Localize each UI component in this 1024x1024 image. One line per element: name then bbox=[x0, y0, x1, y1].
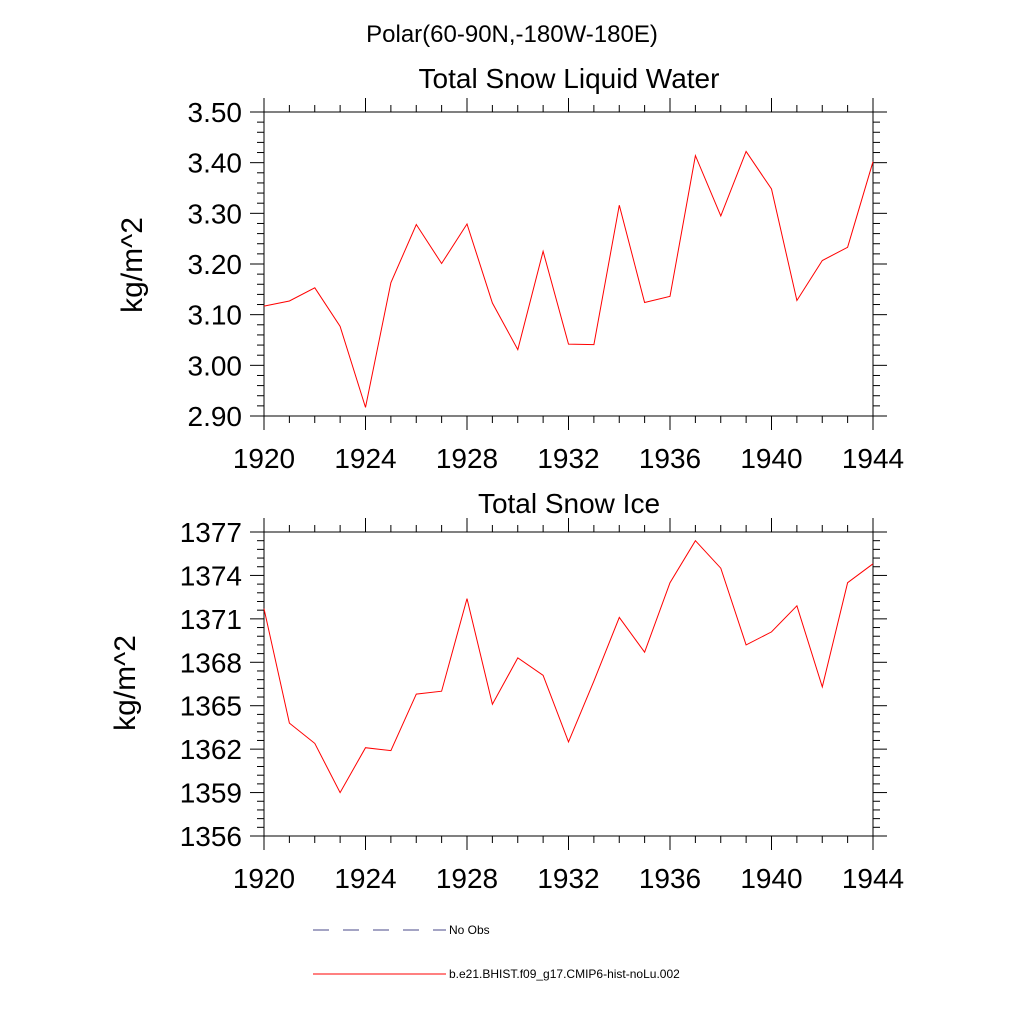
legend-label-no-obs: No Obs bbox=[449, 923, 490, 937]
x-tick-label: 1928 bbox=[436, 863, 498, 894]
plot-frame bbox=[263, 111, 874, 417]
y-axis-label: kg/m^2 bbox=[109, 635, 142, 731]
chart-panel-snow-ice: Total Snow Ice kg/m^2 1920 1924 1928 1932 19… bbox=[109, 488, 904, 894]
x-tick-label: 1920 bbox=[233, 443, 295, 474]
x-tick-label: 1932 bbox=[537, 863, 599, 894]
x-tick-label: 1932 bbox=[537, 443, 599, 474]
y-tick-label: 1365 bbox=[180, 691, 242, 722]
y-tick-label: 1371 bbox=[180, 604, 242, 635]
x-tick-label: 1940 bbox=[740, 443, 802, 474]
y-tick-label: 1362 bbox=[180, 734, 242, 765]
y-tick-label: 1359 bbox=[180, 778, 242, 809]
y-tick-label: 1368 bbox=[180, 647, 242, 678]
y-tick-label: 1356 bbox=[180, 821, 242, 852]
y-axis-label: kg/m^2 bbox=[116, 217, 149, 313]
plot-frame bbox=[263, 531, 874, 837]
chart-title: Total Snow Liquid Water bbox=[419, 63, 720, 94]
x-tick-label: 1928 bbox=[436, 443, 498, 474]
y-tick-label: 3.40 bbox=[188, 148, 243, 179]
x-tick-label: 1924 bbox=[334, 863, 396, 894]
y-tick-label: 3.30 bbox=[188, 198, 243, 229]
y-tick-label: 1374 bbox=[180, 560, 242, 591]
x-tick-label: 1936 bbox=[639, 443, 701, 474]
legend: No Obs b.e21.BHIST.f09_g17.CMIP6-hist-no… bbox=[313, 923, 680, 981]
chart-title: Total Snow Ice bbox=[478, 488, 660, 519]
legend-label-model: b.e21.BHIST.f09_g17.CMIP6-hist-noLu.002 bbox=[449, 967, 680, 981]
y-tick-label: 3.20 bbox=[188, 249, 243, 280]
series-line bbox=[263, 539, 874, 794]
x-tick-label: 1920 bbox=[233, 863, 295, 894]
x-tick-label: 1944 bbox=[842, 443, 904, 474]
x-tick-label: 1924 bbox=[334, 443, 396, 474]
x-tick-label: 1944 bbox=[842, 863, 904, 894]
x-tick-label: 1940 bbox=[740, 863, 802, 894]
y-tick-label: 3.50 bbox=[188, 97, 243, 128]
y-tick-label: 2.90 bbox=[188, 401, 243, 432]
y-tick-label: 3.10 bbox=[188, 300, 243, 331]
page-title: Polar(60-90N,-180W-180E) bbox=[366, 21, 658, 48]
x-tick-label: 1936 bbox=[639, 863, 701, 894]
chart-panel-snow-liquid-water: Total Snow Liquid Water kg/m^2 1920 1924 1… bbox=[116, 63, 904, 474]
series-line bbox=[263, 150, 874, 408]
y-tick-label: 1377 bbox=[180, 517, 242, 548]
y-tick-label: 3.00 bbox=[188, 350, 243, 381]
